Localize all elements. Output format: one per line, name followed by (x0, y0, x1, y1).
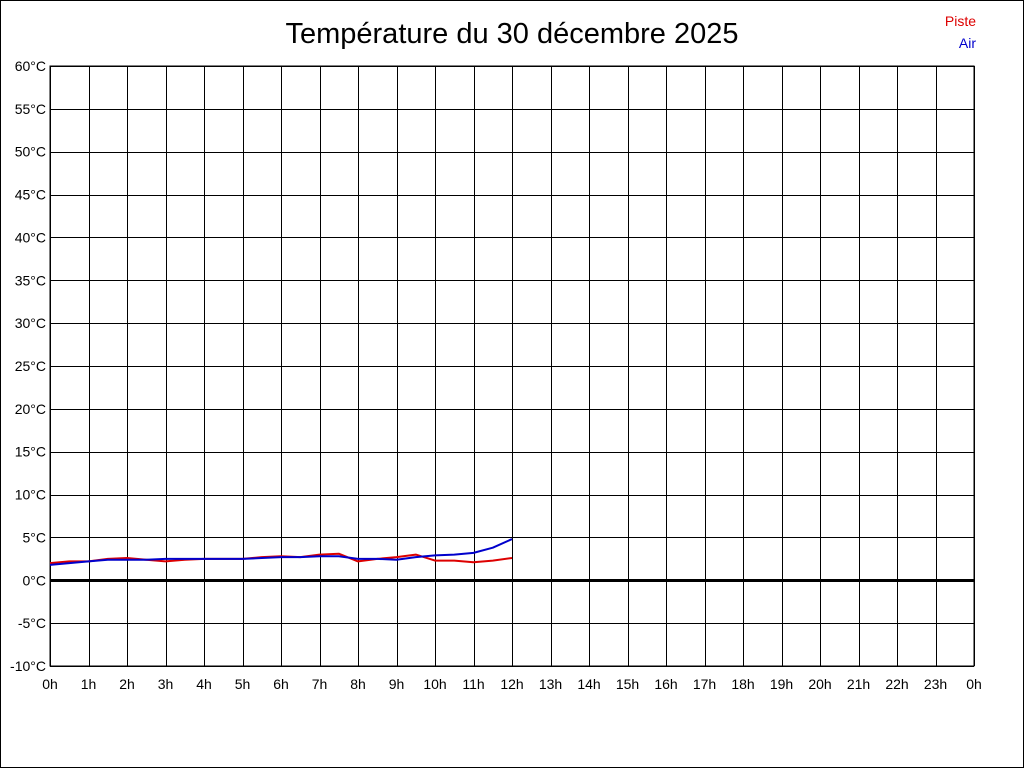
y-tick-label: 20°C (15, 401, 46, 417)
x-tick-label: 9h (389, 676, 405, 692)
y-tick-label: -10°C (10, 658, 46, 674)
legend-piste: Piste (944, 13, 976, 29)
x-tick-label: 0h (42, 676, 58, 692)
x-tick-label: 2h (119, 676, 135, 692)
x-tick-label: 5h (235, 676, 251, 692)
y-tick-label: 15°C (15, 444, 46, 460)
x-tick-label: 6h (273, 676, 289, 692)
x-tick-label: 17h (693, 676, 716, 692)
y-tick-label: 5°C (23, 529, 47, 545)
x-tick-label: 20h (808, 676, 831, 692)
y-tick-label: 40°C (15, 229, 46, 245)
x-tick-label: 13h (539, 676, 562, 692)
series-line-air (49, 538, 513, 566)
x-tick-label: 10h (423, 676, 446, 692)
x-tick-label: 3h (158, 676, 174, 692)
x-tick-label: 19h (770, 676, 793, 692)
x-tick-label: 14h (577, 676, 600, 692)
x-tick-label: 0h (966, 676, 982, 692)
x-tick-label: 23h (924, 676, 947, 692)
x-tick-label: 22h (885, 676, 908, 692)
y-tick-label: 50°C (15, 144, 46, 160)
x-tick-label: 4h (196, 676, 212, 692)
y-tick-label: 25°C (15, 358, 46, 374)
x-tick-label: 21h (847, 676, 870, 692)
y-tick-label: 60°C (15, 58, 46, 74)
x-tick-label: 1h (81, 676, 97, 692)
y-tick-label: 0°C (23, 572, 47, 588)
x-tick-label: 11h (462, 676, 484, 692)
y-tick-label: 45°C (15, 187, 46, 203)
x-tick-label: 12h (500, 676, 523, 692)
legend-air: Air (958, 35, 976, 51)
x-tick-label: 18h (731, 676, 754, 692)
x-tick-label: 8h (350, 676, 366, 692)
y-tick-label: 10°C (15, 487, 46, 503)
y-tick-label: 30°C (15, 315, 46, 331)
chart-title: Température du 30 décembre 2025 (285, 18, 739, 50)
y-tick-label: 35°C (15, 272, 46, 288)
y-tick-label: 55°C (15, 101, 46, 117)
x-tick-label: 15h (616, 676, 639, 692)
x-tick-label: 16h (654, 676, 677, 692)
y-tick-label: -5°C (18, 615, 46, 631)
x-tick-label: 7h (312, 676, 328, 692)
